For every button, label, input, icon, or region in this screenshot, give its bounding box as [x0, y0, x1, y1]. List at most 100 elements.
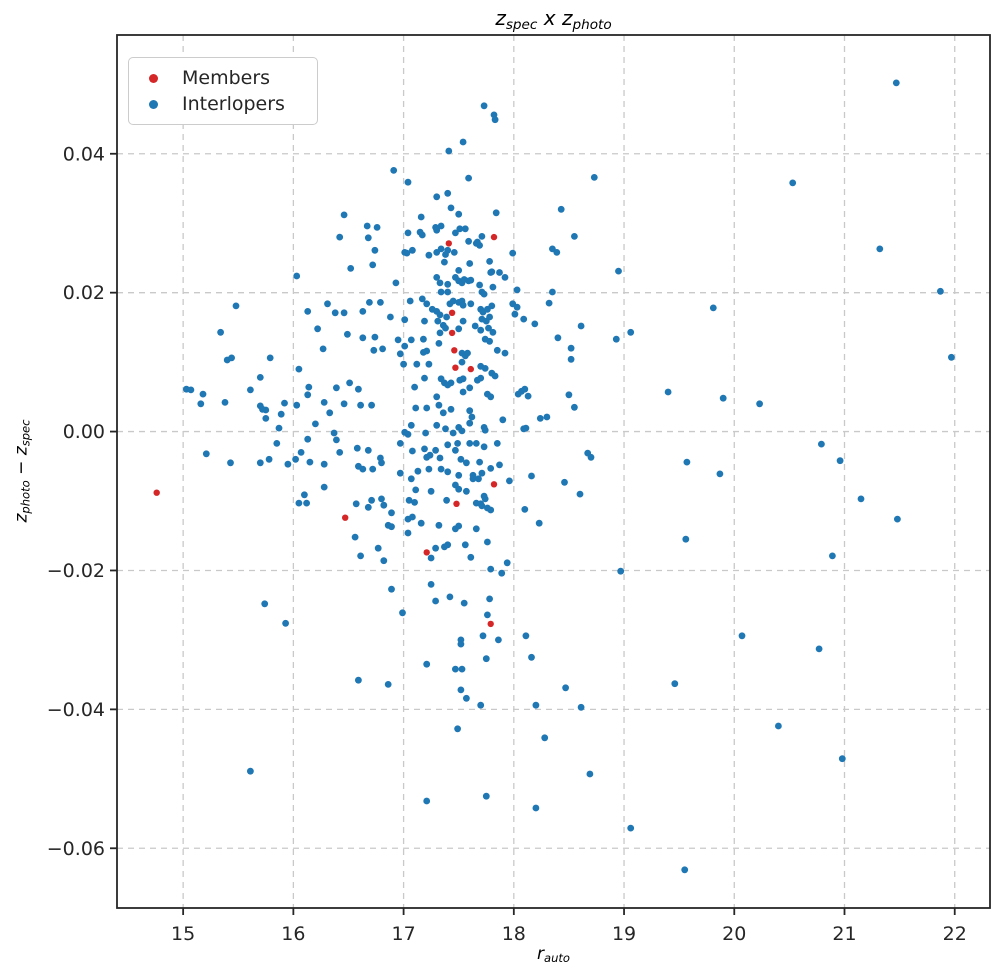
data-point-interlopers	[369, 261, 377, 269]
data-point-interlopers	[557, 205, 565, 213]
data-point-interlopers	[463, 487, 470, 495]
data-point-interlopers	[413, 360, 421, 368]
data-point-interlopers	[199, 390, 207, 398]
data-point-interlopers	[454, 725, 461, 733]
data-point-interlopers	[344, 330, 351, 338]
data-point-interlopers	[364, 234, 372, 242]
data-point-interlopers	[353, 444, 361, 452]
data-point-interlopers	[437, 465, 445, 473]
data-point-interlopers	[459, 317, 467, 325]
data-point-interlopers	[265, 455, 273, 463]
y-axis-label: zphoto − zspec	[11, 419, 33, 523]
data-point-interlopers	[420, 335, 427, 343]
data-point-interlopers	[487, 506, 495, 514]
data-point-interlopers	[368, 401, 375, 409]
data-point-interlopers	[482, 655, 490, 663]
data-point-interlopers	[359, 308, 367, 315]
data-point-interlopers	[324, 300, 331, 308]
data-point-interlopers	[304, 391, 312, 399]
data-point-interlopers	[461, 541, 469, 549]
data-point-interlopers	[370, 346, 378, 354]
data-point-interlopers	[217, 328, 225, 336]
data-point-interlopers	[449, 297, 457, 305]
data-point-interlopers	[449, 429, 457, 437]
data-point-interlopers	[333, 436, 340, 444]
data-point-members	[445, 240, 452, 247]
data-point-interlopers	[481, 365, 489, 372]
data-point-interlopers	[480, 102, 488, 110]
data-point-interlopers	[481, 495, 489, 503]
data-point-interlopers	[458, 427, 466, 435]
data-point-interlopers	[509, 249, 517, 257]
data-point-interlopers	[330, 429, 338, 437]
data-point-interlopers	[409, 513, 416, 521]
data-point-interlopers	[481, 426, 489, 434]
data-point-interlopers	[876, 245, 884, 253]
data-point-members	[487, 620, 494, 628]
data-point-interlopers	[407, 336, 415, 344]
data-point-interlopers	[374, 544, 382, 552]
y-tick-label: 0.02	[63, 282, 105, 304]
data-point-interlopers	[435, 340, 443, 347]
data-point-interlopers	[522, 424, 530, 432]
data-point-interlopers	[738, 632, 746, 640]
data-point-interlopers	[433, 226, 441, 234]
data-point-interlopers	[439, 409, 447, 417]
data-point-interlopers	[524, 392, 532, 400]
data-point-interlopers	[312, 420, 319, 428]
data-point-interlopers	[261, 600, 269, 608]
data-point-interlopers	[477, 701, 485, 709]
data-point-interlopers	[452, 229, 459, 237]
data-point-interlopers	[493, 346, 501, 354]
x-tick-label: 22	[943, 923, 967, 945]
data-point-interlopers	[565, 391, 573, 399]
data-point-interlopers	[478, 469, 486, 477]
data-point-interlopers	[466, 440, 474, 447]
data-point-interlopers	[363, 222, 371, 230]
data-point-interlopers	[457, 640, 465, 648]
data-point-interlopers	[489, 283, 497, 291]
data-point-interlopers	[487, 465, 495, 472]
data-point-interlopers	[486, 595, 493, 603]
data-point-interlopers	[561, 478, 568, 486]
data-point-interlopers	[476, 281, 483, 289]
data-point-interlopers	[466, 407, 474, 415]
data-point-interlopers	[197, 400, 205, 408]
data-point-interlopers	[472, 440, 480, 447]
data-point-interlopers	[455, 485, 463, 493]
data-point-interlopers	[467, 553, 475, 561]
data-point-interlopers	[401, 316, 409, 324]
data-point-interlopers	[333, 384, 340, 392]
data-point-interlopers	[522, 632, 530, 640]
data-point-interlopers	[818, 440, 825, 448]
data-point-interlopers	[535, 519, 543, 527]
x-tick-label: 21	[832, 923, 856, 945]
data-point-interlopers	[292, 455, 299, 463]
data-point-interlopers	[491, 372, 499, 380]
data-point-interlopers	[476, 458, 483, 466]
data-point-interlopers	[513, 303, 521, 311]
data-point-interlopers	[671, 680, 679, 688]
data-point-interlopers	[719, 394, 727, 402]
data-point-interlopers	[444, 468, 452, 476]
data-point-members	[490, 233, 498, 241]
data-point-interlopers	[357, 401, 364, 409]
y-tick-label: 0.00	[63, 421, 105, 443]
data-point-interlopers	[262, 415, 270, 422]
data-point-interlopers	[455, 267, 463, 274]
data-point-interlopers	[577, 703, 585, 711]
data-point-interlopers	[513, 286, 521, 294]
data-point-interlopers	[455, 325, 463, 333]
data-point-interlopers	[484, 611, 491, 619]
data-point-interlopers	[937, 287, 944, 295]
data-point-interlopers	[487, 565, 495, 573]
data-point-interlopers	[273, 440, 281, 447]
data-point-interlopers	[433, 193, 441, 201]
y-tick-label: −0.02	[47, 560, 105, 582]
data-point-interlopers	[314, 325, 321, 333]
data-point-interlopers	[433, 421, 441, 429]
data-point-interlopers	[458, 358, 466, 366]
data-point-interlopers	[400, 360, 407, 368]
data-point-interlopers	[434, 317, 442, 325]
data-point-interlopers	[590, 174, 598, 181]
